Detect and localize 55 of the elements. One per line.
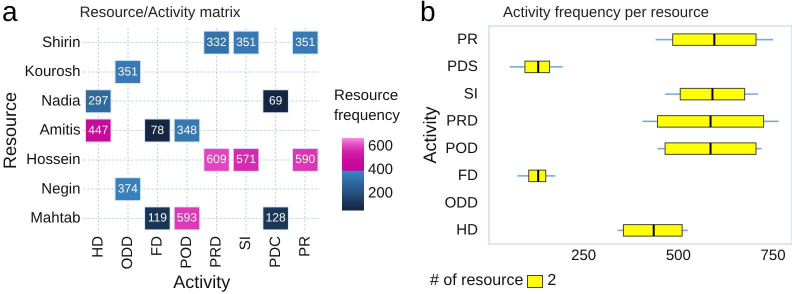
data-label: 351 <box>236 34 256 49</box>
legend-title: # of resource <box>430 272 524 290</box>
y-tick-label: Shirin <box>42 34 80 51</box>
data-label: 447 <box>88 122 109 137</box>
data-label: 128 <box>266 210 286 225</box>
x-tick-label: HD <box>89 236 106 258</box>
y-axis-title: Resource <box>0 92 20 170</box>
data-label: 78 <box>150 122 164 137</box>
data-label: 348 <box>176 122 198 137</box>
y-tick-label: Hossein <box>26 150 80 168</box>
x-tick-label: POD <box>178 236 196 269</box>
y-tick-label: Mahtab <box>30 210 80 227</box>
y-tick-label: ODD <box>444 194 478 212</box>
text: b <box>420 0 436 28</box>
data-label: 119 <box>148 210 168 225</box>
data-label: 590 <box>295 152 316 166</box>
data-label: 69 <box>268 94 283 108</box>
y-tick-label: SI <box>464 85 478 102</box>
data-label: 351 <box>118 64 138 78</box>
y-tick-label: PRD <box>446 112 478 130</box>
y-tick-label: PDS <box>447 58 478 76</box>
x-tick-label: PDC <box>266 236 284 268</box>
x-tick-label: PR <box>296 236 314 257</box>
text: a <box>2 0 18 28</box>
y-tick-label: Negin <box>41 180 80 198</box>
data-label: 351 <box>295 34 316 49</box>
color-bar-label: 600 <box>368 137 394 154</box>
x-tick-label: 250 <box>571 247 596 264</box>
x-axis-title: Activity <box>173 272 230 292</box>
y-tick-label: Nadia <box>41 92 82 110</box>
data-label: 332 <box>206 34 227 49</box>
chart-title: Resource/Activity matrix <box>80 4 241 22</box>
chart-title: Activity frequency per resource <box>503 4 709 22</box>
x-tick-label: SI <box>237 236 254 250</box>
y-tick-label: HD <box>456 222 478 239</box>
color-bar-title: Resource frequency <box>334 87 400 124</box>
x-tick-label: ODD <box>118 236 136 270</box>
legend-label: 2 <box>547 272 556 290</box>
y-tick-label: POD <box>445 140 478 157</box>
y-tick-label: Amitis <box>40 122 80 139</box>
data-label: 593 <box>176 210 198 225</box>
data-label: 571 <box>236 152 256 166</box>
y-tick-label: PR <box>457 30 478 48</box>
color-bar-label: 400 <box>368 161 394 178</box>
y-tick-label: Kourosh <box>24 63 80 80</box>
y-tick-label: FD <box>458 167 478 184</box>
y-axis-title: Activity <box>420 106 440 164</box>
data-label: 297 <box>88 94 109 108</box>
data-label: 609 <box>206 152 227 166</box>
x-tick-label: FD <box>148 236 166 256</box>
x-tick-label: 500 <box>666 247 691 264</box>
x-tick-label: PRD <box>208 236 225 268</box>
color-bar-label: 200 <box>368 184 394 202</box>
x-tick-label: 750 <box>760 247 786 264</box>
data-label: 374 <box>118 181 138 196</box>
